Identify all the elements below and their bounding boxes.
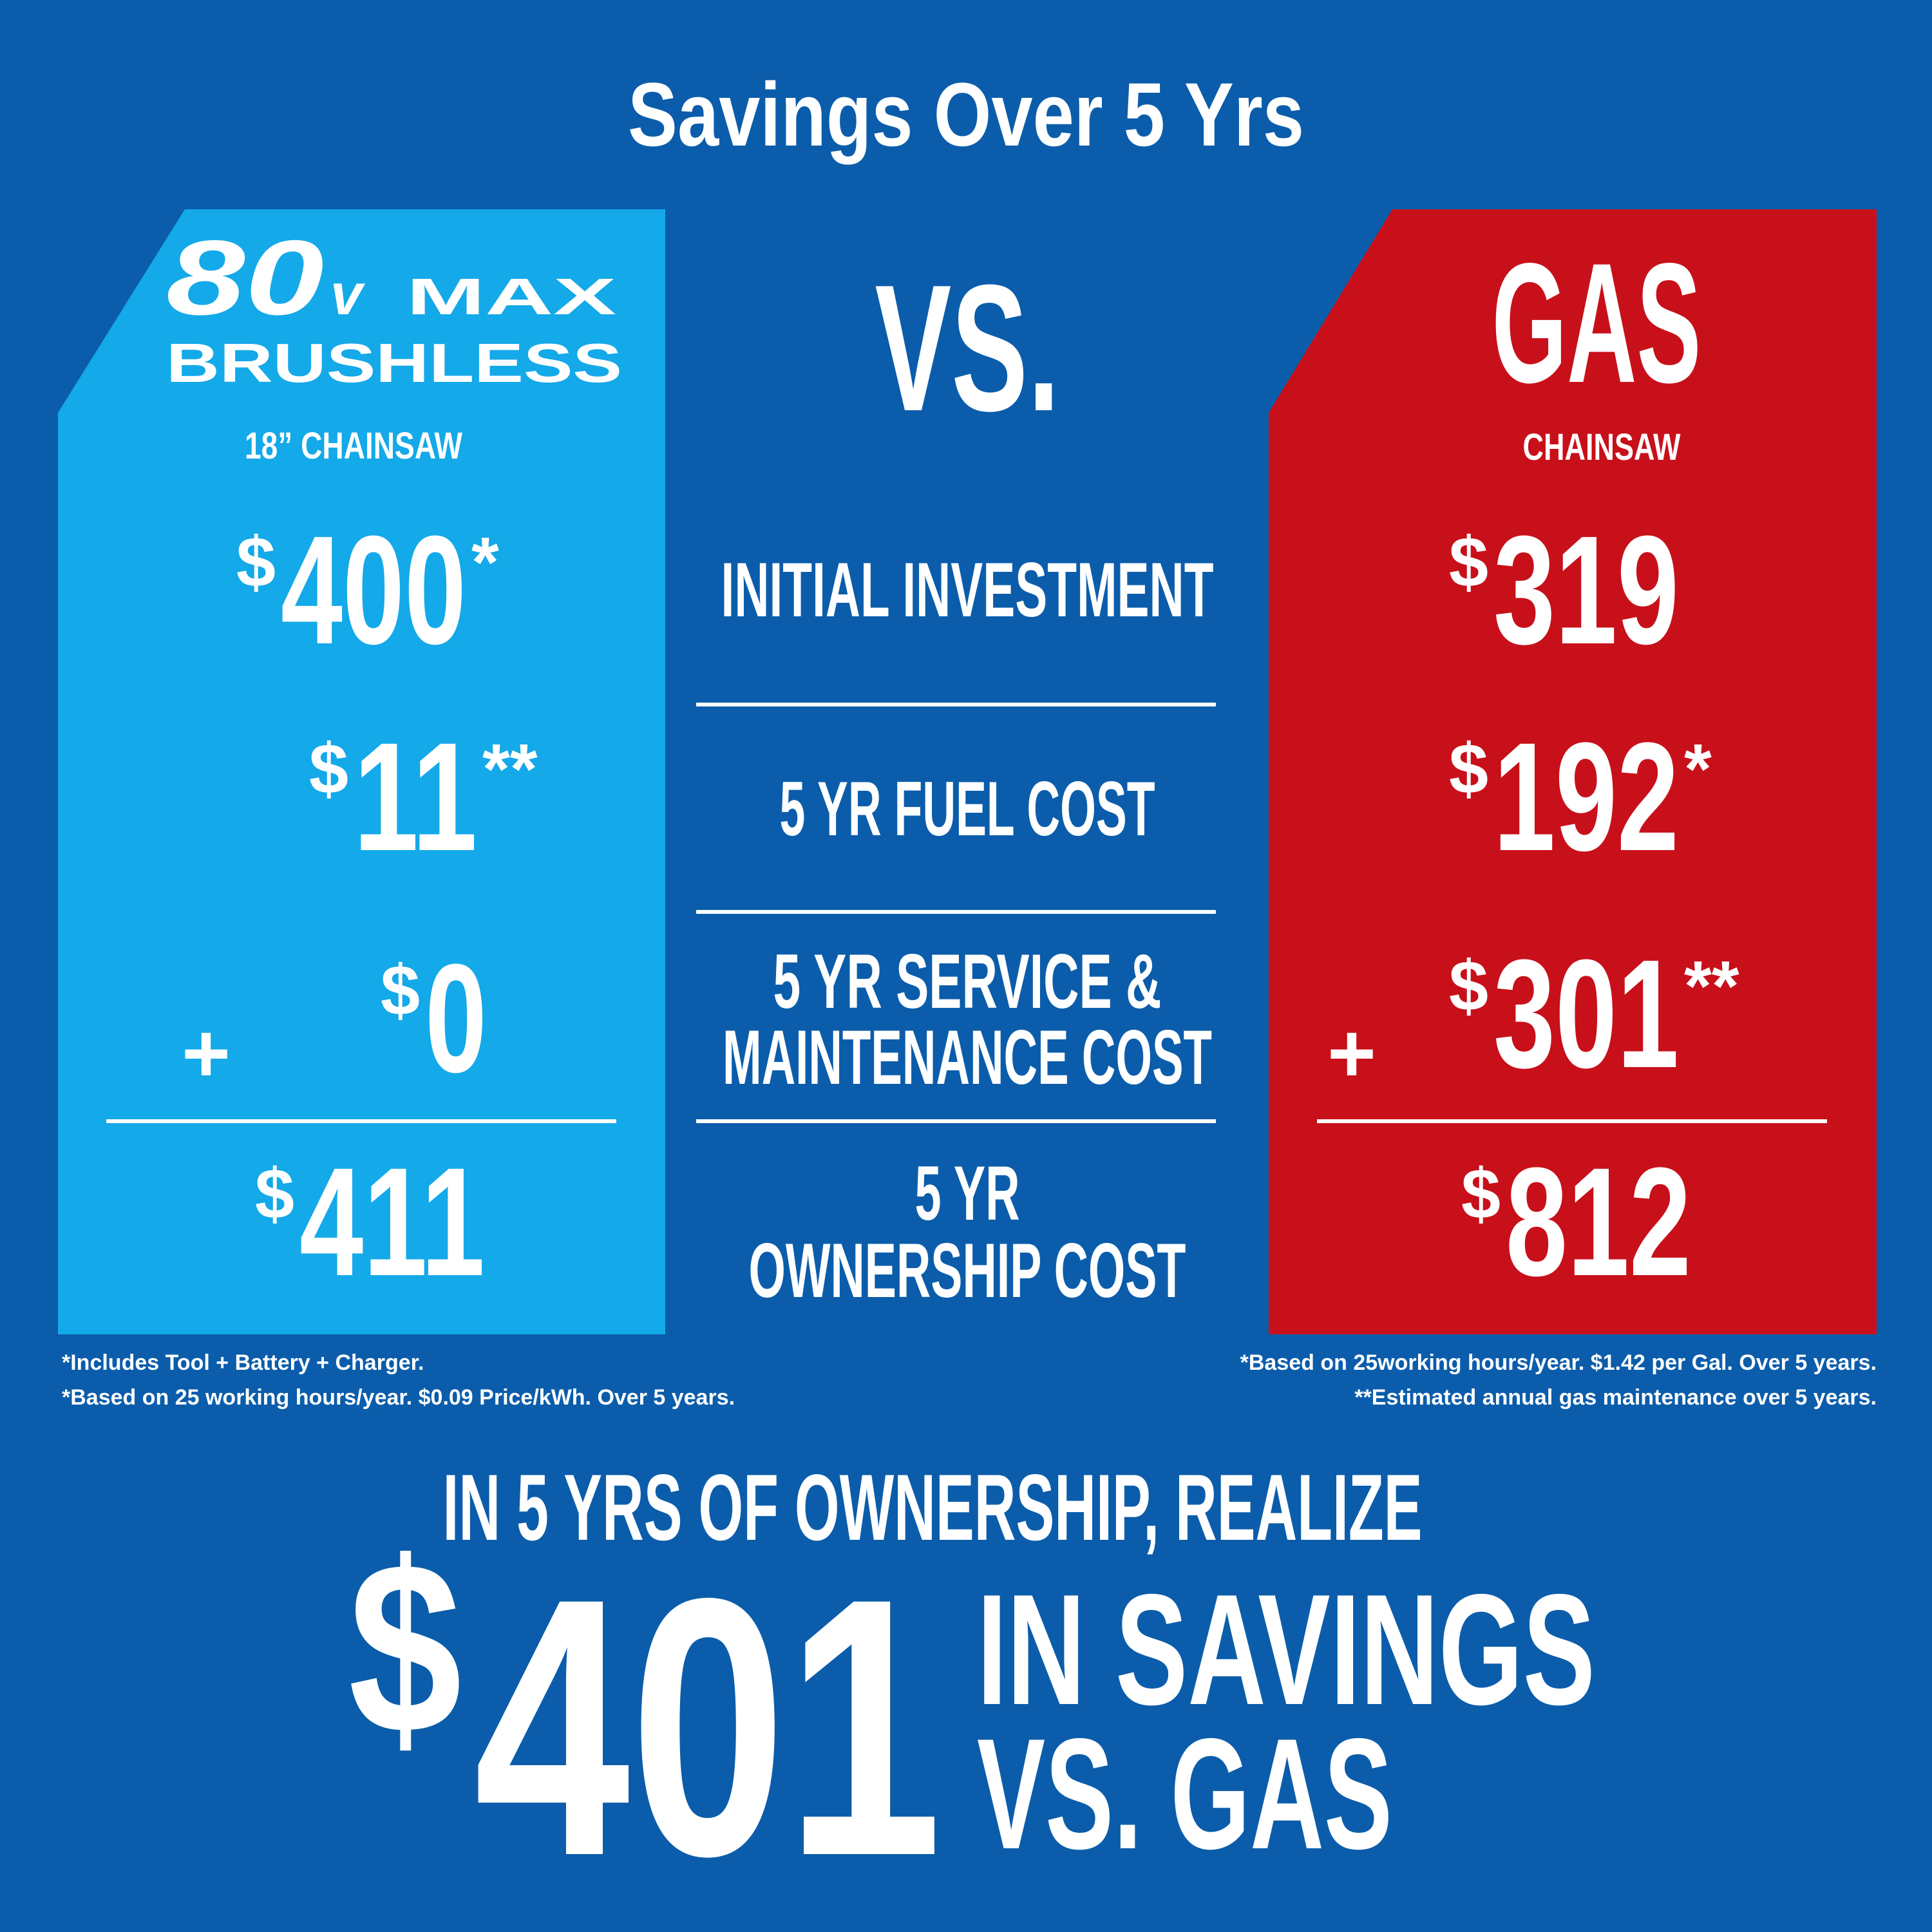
cost-amount: 0 <box>425 932 487 1104</box>
summary-tail: IN SAVINGS <box>977 1561 1595 1738</box>
logo-brushless: BRUSHLESS <box>166 333 622 394</box>
currency-sign: $ <box>1461 1155 1501 1234</box>
plus-sign: + <box>1327 1006 1376 1100</box>
electric-panel <box>58 209 665 1334</box>
currency-sign: $ <box>255 1155 294 1234</box>
total-amount: 812 <box>1506 1135 1691 1308</box>
cost-amount: 301 <box>1493 927 1679 1100</box>
currency-sign: $ <box>381 951 420 1030</box>
row-label: 5 YR SERVICE & <box>773 938 1162 1025</box>
footnote-mark: * <box>471 523 499 602</box>
summary-amount: 401 <box>474 1522 942 1932</box>
footnote-mark: ** <box>1684 947 1739 1026</box>
row-label: MAINTENANCE COST <box>723 1014 1212 1101</box>
cost-amount: 192 <box>1493 710 1679 883</box>
plus-sign: + <box>182 1006 231 1100</box>
footnote: *Based on 25 working hours/year. $0.09 P… <box>62 1385 735 1410</box>
currency-sign: $ <box>1449 947 1488 1026</box>
gas-label: GAS <box>1492 228 1701 419</box>
footnote-mark: ** <box>482 730 538 809</box>
summary-lead: IN 5 YRS OF OWNERSHIP, REALIZE <box>443 1455 1423 1560</box>
title: Savings Over 5 Yrs <box>628 64 1304 165</box>
logo-number: 80 <box>166 218 324 337</box>
summary-currency: $ <box>348 1511 462 1785</box>
footnote: *Includes Tool + Battery + Charger. <box>62 1350 424 1375</box>
currency-sign: $ <box>309 730 348 809</box>
row-label: 5 YR FUEL COST <box>780 766 1155 852</box>
row-label: OWNERSHIP COST <box>749 1227 1186 1314</box>
currency-sign: $ <box>1449 523 1488 602</box>
cost-amount: 11 <box>354 710 477 883</box>
cost-amount: 400 <box>281 504 466 676</box>
logo-unit: v <box>330 263 366 327</box>
logo-max: MAX <box>406 268 616 325</box>
footnote: *Based on 25working hours/year. $1.42 pe… <box>1240 1350 1877 1375</box>
row-label: 5 YR <box>915 1150 1020 1236</box>
total-amount: 411 <box>299 1135 485 1308</box>
currency-sign: $ <box>236 523 276 602</box>
product-label: CHAINSAW <box>1523 426 1681 468</box>
product-label: 18” CHAINSAW <box>245 425 462 467</box>
footnote-mark: * <box>1684 730 1712 809</box>
vs-label: VS. <box>875 248 1060 449</box>
cost-amount: 319 <box>1493 504 1679 676</box>
currency-sign: $ <box>1449 730 1488 809</box>
row-label: INITIAL INVESTMENT <box>721 547 1214 633</box>
gas-panel <box>1269 209 1877 1334</box>
summary-tail: VS. GAS <box>977 1705 1392 1882</box>
footnote: **Estimated annual gas maintenance over … <box>1354 1385 1877 1410</box>
